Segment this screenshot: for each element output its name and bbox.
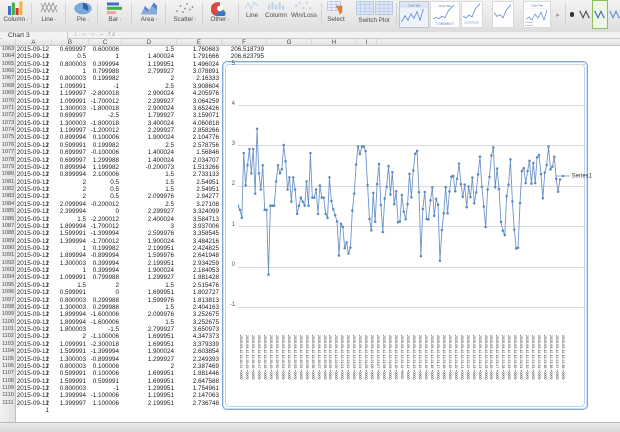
svg-text:Chart Title: Chart Title (531, 4, 543, 8)
svg-text:Chart Title: Chart Title (439, 4, 452, 8)
svg-text:● Series1: ● Series1 (525, 21, 533, 24)
svg-text:Chart Title: Chart Title (408, 3, 421, 7)
svg-text:Axis Title: Axis Title (441, 23, 451, 26)
svg-text:● Series2: ● Series2 (525, 24, 533, 27)
